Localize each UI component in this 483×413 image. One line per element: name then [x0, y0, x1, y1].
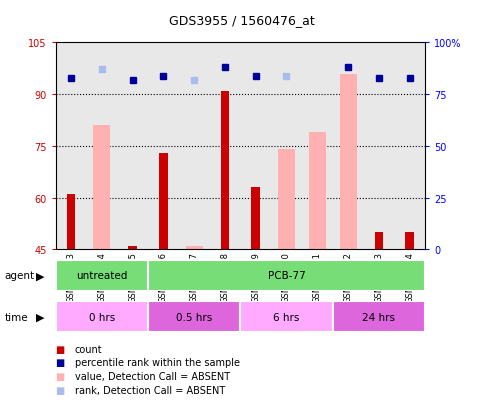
- Text: value, Detection Call = ABSENT: value, Detection Call = ABSENT: [75, 371, 230, 381]
- Bar: [67, 195, 75, 250]
- Text: ▶: ▶: [36, 312, 45, 322]
- Text: 24 hrs: 24 hrs: [362, 312, 396, 322]
- Text: percentile rank within the sample: percentile rank within the sample: [75, 358, 240, 368]
- Bar: [56, 260, 148, 291]
- Bar: [56, 301, 148, 332]
- Bar: [93, 126, 110, 250]
- Text: PCB-77: PCB-77: [268, 271, 305, 281]
- Bar: [278, 150, 295, 250]
- Text: rank, Detection Call = ABSENT: rank, Detection Call = ABSENT: [75, 385, 225, 395]
- Text: 0 hrs: 0 hrs: [88, 312, 115, 322]
- Bar: [148, 260, 425, 291]
- Bar: [374, 233, 383, 250]
- Text: ■: ■: [56, 344, 65, 354]
- Bar: [221, 92, 229, 250]
- Text: 6 hrs: 6 hrs: [273, 312, 299, 322]
- Text: agent: agent: [5, 271, 35, 281]
- Text: ■: ■: [56, 371, 65, 381]
- Text: untreated: untreated: [76, 271, 128, 281]
- Bar: [148, 301, 241, 332]
- Bar: [241, 301, 333, 332]
- Bar: [340, 74, 356, 250]
- Text: 0.5 hrs: 0.5 hrs: [176, 312, 212, 322]
- Bar: [251, 188, 260, 250]
- Text: ■: ■: [56, 385, 65, 395]
- Text: ■: ■: [56, 358, 65, 368]
- Bar: [185, 247, 202, 250]
- Bar: [309, 133, 326, 250]
- Text: ▶: ▶: [36, 271, 45, 281]
- Bar: [333, 301, 425, 332]
- Text: GDS3955 / 1560476_at: GDS3955 / 1560476_at: [169, 14, 314, 27]
- Text: count: count: [75, 344, 102, 354]
- Bar: [128, 247, 137, 250]
- Text: time: time: [5, 312, 28, 322]
- Bar: [405, 233, 414, 250]
- Bar: [159, 154, 168, 250]
